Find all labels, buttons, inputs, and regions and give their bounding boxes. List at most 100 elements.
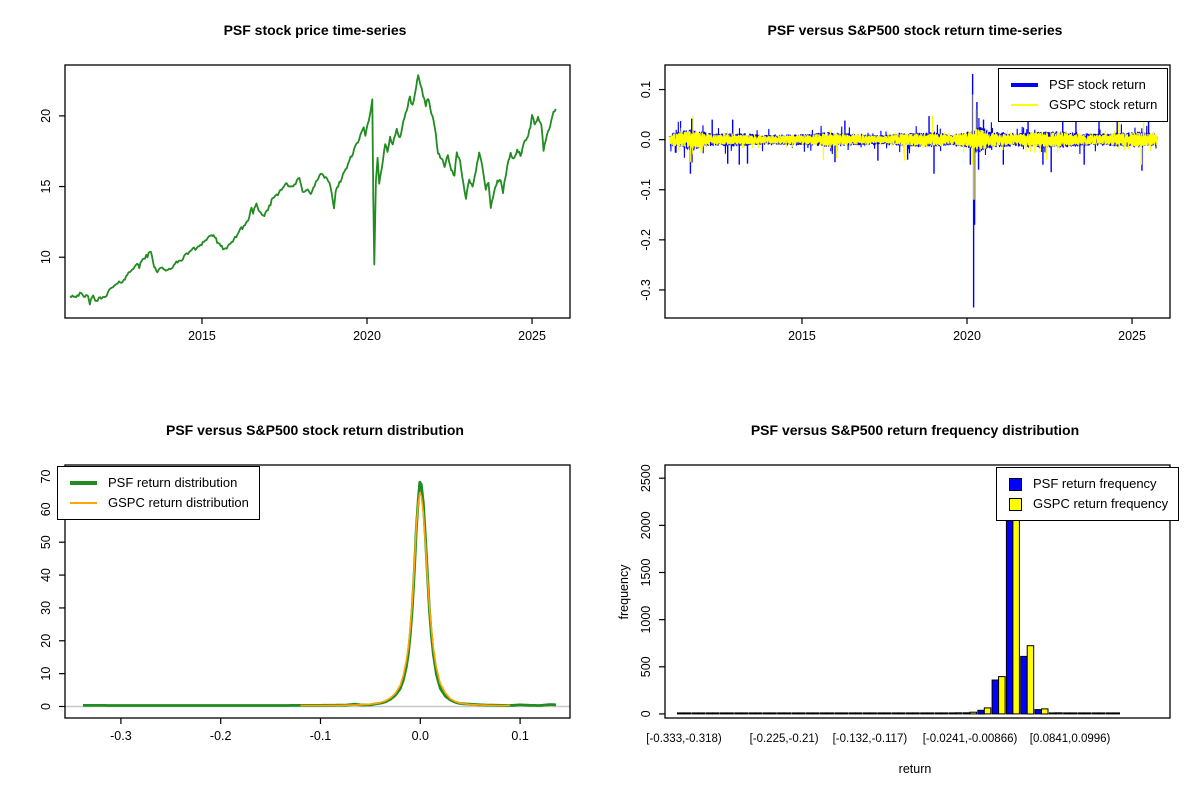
x-tick-label: 2020 <box>953 329 981 343</box>
bar <box>977 709 985 715</box>
psf-distribution-line-swatch <box>70 481 97 485</box>
bar <box>791 712 799 715</box>
bar <box>883 712 892 715</box>
plot-frame <box>664 464 1171 719</box>
bar <box>898 712 906 715</box>
y-tick-label: 0.1 <box>639 81 653 98</box>
bar <box>783 712 792 715</box>
return-distribution-plot: 0 10 20 30 40 50 60 70 -0.3 -0.2 -0.1 0.0 0.1 <box>39 464 571 743</box>
x-tick-label: 0.1 <box>511 729 528 743</box>
bar <box>862 712 871 715</box>
legend-item: PSF stock return <box>1011 75 1157 95</box>
x-tick-label: 2025 <box>1118 329 1146 343</box>
legend-item: GSPC return frequency <box>1009 494 1168 514</box>
y-tick-label: 10 <box>39 250 53 264</box>
y-tick-label: -0.3 <box>639 279 653 301</box>
y-tick-label: 40 <box>39 568 53 582</box>
legend: PSF return frequency GSPC return frequen… <box>996 467 1180 521</box>
bar <box>1034 709 1042 715</box>
y-tick-label: 0 <box>39 703 53 710</box>
x-tick-label: 0.0 <box>412 729 429 743</box>
bin-label: [-0.0241,-0.00866) <box>923 733 1018 745</box>
bar <box>812 712 820 715</box>
bar <box>855 712 863 715</box>
bar <box>705 712 714 715</box>
return-timeseries-plot: 0.1 0.0 -0.1 -0.2 -0.3 2015 2020 2025 <box>639 64 1171 343</box>
legend-item: PSF return frequency <box>1009 474 1168 494</box>
bar <box>940 712 949 715</box>
bin-label: [-0.225,-0.21) <box>750 733 819 745</box>
bar <box>1048 712 1057 715</box>
bar <box>1077 712 1085 715</box>
y-tick-label: 50 <box>39 535 53 549</box>
chart-title: PSF versus S&P500 stock return distribut… <box>166 422 464 438</box>
y-tick-label: -0.2 <box>639 229 653 251</box>
bar <box>777 712 785 715</box>
legend-label: PSF return distribution <box>108 475 238 490</box>
legend-label: GSPC stock return <box>1049 97 1158 112</box>
bar <box>1026 645 1035 715</box>
bin-label: [0.0841,0.0996) <box>1030 733 1111 745</box>
gspc-frequency-box-swatch <box>1009 497 1022 511</box>
bar <box>926 712 935 715</box>
bar <box>691 712 699 715</box>
y-axis-label: frequency <box>617 564 631 620</box>
x-tick-label: 2015 <box>788 329 816 343</box>
bar <box>677 712 685 715</box>
y-tick-label: 60 <box>39 502 53 516</box>
bar <box>755 712 763 715</box>
y-tick-label: 10 <box>39 667 53 681</box>
x-tick-label: 2025 <box>518 329 546 343</box>
bar <box>762 712 771 715</box>
bar <box>734 712 742 715</box>
x-tick-label: 2015 <box>188 329 216 343</box>
plot-frame <box>64 64 571 319</box>
bar <box>983 707 992 715</box>
bar <box>740 712 749 715</box>
bar <box>748 712 756 715</box>
bar <box>963 712 971 715</box>
bar <box>1041 708 1049 715</box>
chart-title: PSF versus S&P500 stock return time-seri… <box>767 22 1063 38</box>
panel-return-timeseries: PSF versus S&P500 stock return time-seri… <box>600 0 1200 400</box>
bar <box>955 712 963 715</box>
legend-label: PSF stock return <box>1049 77 1146 92</box>
legend-label: GSPC return frequency <box>1033 496 1169 511</box>
bar <box>1112 712 1120 715</box>
y-tick-label: 20 <box>39 634 53 648</box>
panel-price-timeseries: PSF stock price time-series 10 15 20 2015 20… <box>0 0 600 400</box>
price-timeseries-plot: 10 15 20 2015 2020 2025 <box>39 64 571 343</box>
bar <box>969 711 977 715</box>
y-tick-label: 15 <box>39 180 53 194</box>
gspc-density-line <box>300 492 511 707</box>
bar <box>998 676 1006 715</box>
bar <box>920 712 928 715</box>
bar <box>1098 712 1106 715</box>
bar <box>1083 712 1092 715</box>
bar <box>1020 655 1028 715</box>
bar <box>1005 487 1014 715</box>
bar <box>1055 712 1063 715</box>
bin-label: [-0.333,-0.318) <box>646 733 722 745</box>
chart-title: PSF stock price time-series <box>223 22 407 38</box>
gspc-return-noise <box>669 127 1158 155</box>
bar <box>805 712 814 715</box>
bar <box>877 712 885 715</box>
bar <box>683 712 691 715</box>
x-tick-label: 2020 <box>353 329 381 343</box>
bar <box>820 712 828 715</box>
y-tick-label: 30 <box>39 601 53 615</box>
bar <box>826 712 834 715</box>
bar <box>726 712 734 715</box>
y-tick-label: -0.1 <box>639 179 653 201</box>
plot-frame <box>64 464 571 719</box>
bar <box>934 712 942 715</box>
legend-item: GSPC return distribution <box>70 493 249 513</box>
y-tick-label: 500 <box>639 656 653 677</box>
gspc-distribution-line-swatch <box>70 502 97 504</box>
chart-title: PSF versus S&P500 return frequency distr… <box>750 422 1080 438</box>
bar <box>1091 712 1100 715</box>
psf-return-line-swatch <box>1011 83 1038 87</box>
bar <box>1069 712 1078 715</box>
